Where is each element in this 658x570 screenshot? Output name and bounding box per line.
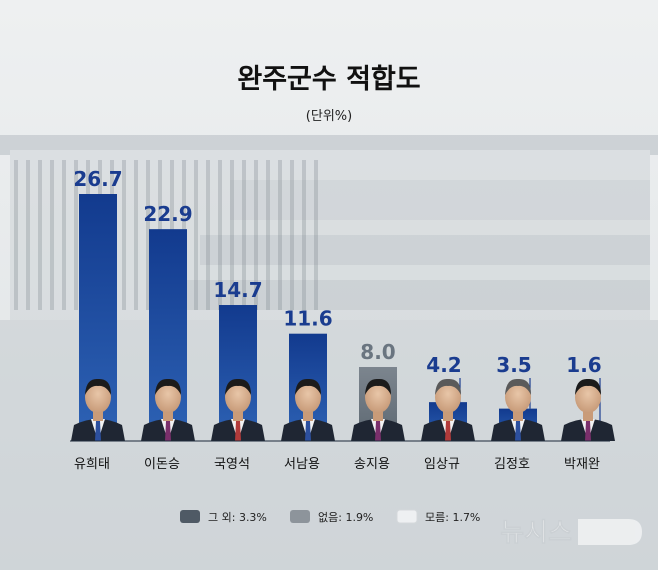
bar-value-label: 26.7 bbox=[73, 167, 122, 191]
legend-label: 없음: 1.9% bbox=[318, 511, 373, 524]
candidate-portrait bbox=[211, 378, 265, 441]
portrait-tie bbox=[165, 421, 171, 441]
background-column bbox=[14, 160, 18, 310]
background-column bbox=[254, 160, 258, 310]
portrait-tie bbox=[445, 421, 451, 441]
legend: 그 외: 3.3% 없음: 1.9% 모름: 1.7% bbox=[180, 509, 480, 524]
portrait-face bbox=[505, 381, 531, 413]
portrait-face bbox=[435, 381, 461, 413]
candidate-portrait bbox=[491, 378, 545, 441]
candidate-portrait bbox=[141, 378, 195, 441]
background-column bbox=[146, 160, 150, 310]
portrait-hair bbox=[295, 378, 321, 395]
portrait-neck bbox=[443, 411, 453, 421]
bar-value-label: 14.7 bbox=[213, 278, 262, 302]
x-tick-label: 이돈승 bbox=[144, 457, 180, 472]
portrait-hair bbox=[85, 378, 111, 395]
bar-value-label: 1.6 bbox=[566, 353, 601, 377]
portrait-neck bbox=[303, 411, 313, 421]
background-column bbox=[302, 160, 306, 310]
background-column bbox=[242, 160, 246, 310]
portrait-neck bbox=[93, 411, 103, 421]
portrait-tie bbox=[235, 421, 241, 441]
portrait-face bbox=[225, 381, 251, 413]
legend-swatch bbox=[180, 510, 200, 523]
portrait-neck bbox=[163, 411, 173, 421]
portrait-tie bbox=[95, 421, 101, 441]
portrait-hair bbox=[225, 378, 251, 395]
chart-title: 완주군수 적합도 bbox=[237, 64, 420, 95]
background-column bbox=[230, 160, 234, 310]
portrait-hair bbox=[435, 378, 461, 395]
x-tick-label: 김정호 bbox=[494, 457, 530, 472]
legend-label: 모름: 1.7% bbox=[425, 511, 480, 524]
candidate-portrait bbox=[71, 378, 125, 441]
portrait-hair bbox=[575, 378, 601, 395]
portrait-tie bbox=[375, 421, 381, 441]
background-column bbox=[134, 160, 138, 310]
background-column bbox=[74, 160, 78, 310]
background-column bbox=[62, 160, 66, 310]
candidate-portrait bbox=[421, 378, 475, 441]
bar-value-label: 11.6 bbox=[283, 307, 332, 331]
background-column bbox=[206, 160, 210, 310]
background-column bbox=[122, 160, 126, 310]
portrait-hair bbox=[365, 378, 391, 395]
x-tick-label: 박재완 bbox=[564, 457, 600, 472]
bar-series: 26.7 22.9 14.7 11.6 8.0 4.2 3.5 1.6 bbox=[71, 167, 615, 441]
x-tick-label: 임상규 bbox=[424, 457, 460, 472]
bar-value-label: 4.2 bbox=[426, 353, 461, 377]
watermark: 뉴시스 bbox=[500, 518, 642, 548]
x-axis-labels: 유희태 이돈승 국영석 서남용 송지용 임상규 김정호 박재완 bbox=[74, 457, 600, 472]
watermark-text: 뉴시스 bbox=[500, 518, 572, 548]
portrait-face bbox=[575, 381, 601, 413]
portrait-face bbox=[295, 381, 321, 413]
background-column bbox=[50, 160, 54, 310]
watermark-d-icon bbox=[578, 519, 642, 545]
x-tick-label: 국영석 bbox=[214, 457, 250, 472]
candidate-portrait bbox=[281, 378, 335, 441]
background-column bbox=[26, 160, 30, 310]
portrait-face bbox=[85, 381, 111, 413]
background-column bbox=[218, 160, 222, 310]
background-column bbox=[278, 160, 282, 310]
portrait-neck bbox=[513, 411, 523, 421]
background-column bbox=[194, 160, 198, 310]
portrait-hair bbox=[155, 378, 181, 395]
background-column bbox=[266, 160, 270, 310]
portrait-neck bbox=[373, 411, 383, 421]
portrait-tie bbox=[585, 421, 591, 441]
portrait-hair bbox=[505, 378, 531, 395]
bar-value-label: 3.5 bbox=[496, 353, 531, 377]
portrait-face bbox=[155, 381, 181, 413]
x-tick-label: 유희태 bbox=[74, 457, 110, 472]
chart-subtitle: (단위%) bbox=[306, 109, 352, 124]
portrait-neck bbox=[233, 411, 243, 421]
portrait-neck bbox=[583, 411, 593, 421]
candidate-portrait bbox=[561, 378, 615, 441]
x-tick-label: 송지용 bbox=[354, 457, 390, 472]
portrait-tie bbox=[305, 421, 311, 441]
bar-value-label: 8.0 bbox=[360, 340, 395, 364]
background-column bbox=[290, 160, 294, 310]
legend-swatch bbox=[396, 509, 418, 524]
x-tick-label: 서남용 bbox=[284, 457, 320, 472]
bar-value-label: 22.9 bbox=[143, 202, 192, 226]
background-column bbox=[314, 160, 318, 310]
legend-label: 그 외: 3.3% bbox=[208, 511, 267, 524]
legend-swatch bbox=[290, 510, 310, 523]
portrait-tie bbox=[515, 421, 521, 441]
background-column bbox=[38, 160, 42, 310]
candidate-portrait bbox=[351, 378, 405, 441]
portrait-face bbox=[365, 381, 391, 413]
